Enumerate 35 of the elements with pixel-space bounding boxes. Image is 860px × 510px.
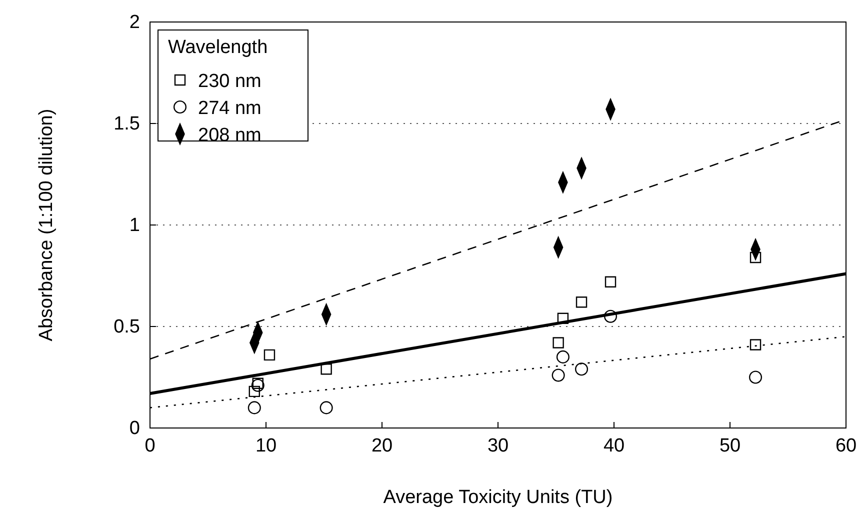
x-tick-label: 30 [487,435,509,456]
point [556,350,570,364]
x-tick-label: 60 [835,435,857,456]
x-tick-label: 0 [144,435,156,456]
point [320,401,333,414]
y-axis-title: Absorbance (1:100 dilution) [36,108,57,342]
point [576,296,588,308]
point [604,310,618,323]
point [575,362,588,376]
y-tick-label: 0 [129,418,140,440]
point [750,339,762,350]
x-tick-label: 40 [603,435,625,456]
x-axis-title: Average Toxicity Units (TU) [383,487,613,508]
y-tick-label: 0.5 [114,316,140,338]
y-tick-label: 2 [129,12,140,34]
y-tick-label: 1.5 [114,114,140,135]
point [552,368,565,382]
point [252,378,264,389]
point [248,401,261,414]
point [251,378,264,392]
y-tick-label: 1 [129,215,140,236]
point [604,276,616,288]
point [264,349,276,361]
x-tick-label: 10 [255,435,277,456]
legend-label: 230 nm [198,71,262,92]
x-tick-label: 20 [371,435,393,456]
legend-title: Wavelength [168,37,268,58]
point [750,252,762,264]
legend-label: 274 nm [198,98,262,119]
point [557,312,569,324]
point [248,386,260,398]
point [749,370,762,384]
point [320,364,332,375]
x-tick-label: 50 [719,435,741,456]
point [552,337,564,348]
